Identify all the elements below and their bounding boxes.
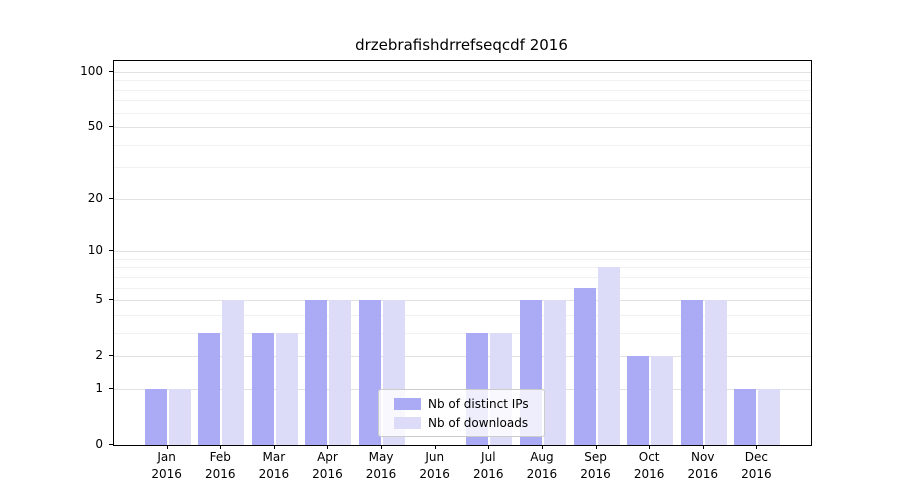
x-tick (488, 445, 490, 449)
y-tick (109, 126, 113, 128)
minor-gridline (114, 287, 811, 289)
y-tick (109, 71, 113, 72)
plot-area (113, 60, 812, 446)
bar-distinct-ips (680, 300, 703, 445)
bar-distinct-ips (144, 388, 167, 445)
y-tick (109, 299, 113, 301)
minor-gridline (114, 144, 811, 146)
y-tick-label: 0 (95, 437, 103, 451)
x-tick-label: Jan 2016 (151, 450, 182, 481)
y-tick-label: 100 (80, 64, 103, 78)
bar-downloads (543, 300, 566, 445)
legend-swatch-downloads (394, 416, 421, 429)
major-gridline (114, 198, 811, 200)
x-tick-label: Dec 2016 (741, 450, 772, 481)
x-tick-label: Jul 2016 (473, 450, 504, 481)
major-gridline (114, 127, 811, 129)
chart-title: drzebrafishdrrefseqcdf 2016 (355, 36, 568, 54)
y-tick (109, 197, 113, 199)
x-tick (166, 445, 168, 449)
bar-downloads (222, 300, 245, 445)
minor-gridline (114, 89, 811, 91)
major-gridline (114, 72, 811, 73)
bar-distinct-ips (627, 356, 650, 445)
bar-distinct-ips (359, 300, 382, 445)
x-tick-label: Jun 2016 (419, 450, 450, 481)
y-tick-label: 20 (87, 190, 103, 205)
y-tick-label: 1 (95, 380, 103, 395)
minor-gridline (114, 112, 811, 114)
major-gridline (114, 300, 811, 302)
x-tick (702, 445, 704, 449)
minor-gridline (114, 276, 811, 278)
y-tick-label: 50 (87, 119, 103, 134)
legend: Nb of distinct IPs Nb of downloads (378, 389, 545, 437)
y-tick-label: 2 (95, 348, 103, 363)
bar-downloads (758, 388, 781, 445)
minor-gridline (114, 314, 811, 316)
x-tick-label: May 2016 (365, 450, 397, 481)
major-gridline (114, 251, 811, 253)
minor-gridline (114, 100, 811, 102)
minor-gridline (114, 267, 811, 269)
y-tick (109, 444, 113, 445)
bar-downloads (168, 388, 191, 445)
bar-distinct-ips (198, 332, 221, 445)
x-tick (327, 445, 329, 449)
x-tick (541, 445, 543, 449)
legend-swatch-distinct-ips (394, 397, 421, 410)
y-tick-label: 5 (95, 292, 103, 307)
x-tick (649, 445, 651, 449)
x-tick-label: Nov 2016 (687, 450, 719, 481)
minor-gridline (114, 332, 811, 334)
bar-distinct-ips (305, 300, 328, 445)
x-tick-label: Sep 2016 (580, 450, 611, 481)
bar-downloads (597, 267, 620, 445)
x-tick-label: Oct 2016 (633, 450, 665, 481)
y-tick (109, 355, 113, 357)
x-tick (595, 445, 597, 449)
x-tick-label: Feb 2016 (204, 450, 236, 481)
minor-gridline (114, 167, 811, 169)
y-tick (109, 387, 113, 389)
x-tick-label: Mar 2016 (258, 450, 290, 481)
bar-distinct-ips (251, 332, 274, 445)
x-tick (220, 445, 222, 449)
legend-label: Nb of distinct IPs (428, 396, 529, 411)
bar-downloads (704, 300, 727, 445)
legend-row: Nb of downloads (394, 416, 544, 430)
bar-downloads (651, 356, 674, 445)
bar-distinct-ips (573, 287, 596, 445)
minor-gridline (114, 80, 811, 82)
y-tick-label: 10 (87, 243, 103, 258)
major-gridline (114, 356, 811, 358)
minor-gridline (114, 258, 811, 260)
x-tick (756, 445, 758, 449)
x-tick-label: Aug 2016 (526, 450, 558, 481)
x-tick (381, 445, 383, 449)
legend-label: Nb of downloads (428, 415, 529, 430)
bar-downloads (275, 332, 298, 445)
x-tick-label: Apr 2016 (312, 450, 343, 481)
bar-distinct-ips (734, 388, 757, 445)
legend-row: Nb of distinct IPs (394, 397, 544, 411)
bar-downloads (329, 300, 352, 445)
y-tick (109, 250, 113, 252)
x-tick (434, 445, 436, 449)
x-tick (273, 445, 275, 449)
